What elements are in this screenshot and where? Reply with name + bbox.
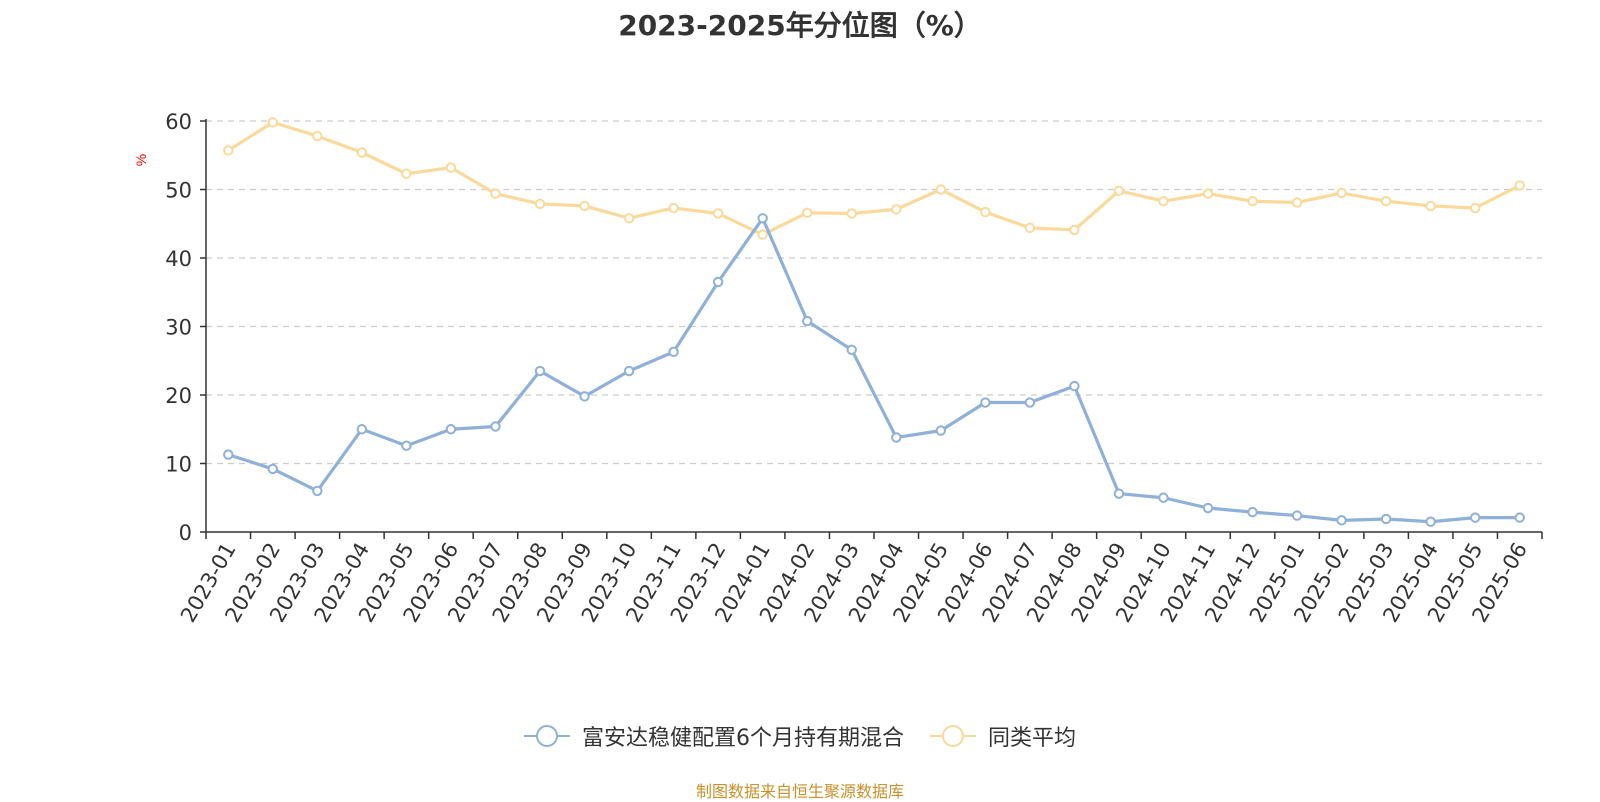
- y-tick-label: 60: [165, 110, 192, 134]
- legend-marker-icon: [523, 725, 570, 747]
- data-point: [1425, 516, 1436, 527]
- data-point: [802, 207, 813, 218]
- y-tick-label: 20: [165, 384, 192, 408]
- data-point: [1113, 488, 1125, 499]
- axes: 01020304050602023-012023-022023-032023-0…: [165, 110, 1543, 626]
- data-point: [267, 117, 278, 128]
- data-point: [1069, 224, 1080, 236]
- data-point: [712, 276, 724, 288]
- legend-item[interactable]: 同类平均: [929, 720, 1076, 752]
- data-point: [445, 424, 457, 435]
- data-point: [1291, 197, 1303, 208]
- data-point: [1470, 512, 1481, 523]
- data-point: [1380, 513, 1392, 525]
- y-tick-label: 30: [165, 316, 192, 340]
- legend-marker-icon: [929, 725, 976, 747]
- data-point: [757, 213, 768, 224]
- data-point: [312, 485, 323, 497]
- data-point: [623, 213, 635, 224]
- data-point: [490, 188, 501, 199]
- data-point: [1069, 380, 1080, 392]
- data-point: [223, 449, 234, 460]
- legend-item[interactable]: 富安达稳健配置6个月持有期混合: [523, 720, 904, 752]
- data-point: [1247, 195, 1258, 207]
- legend-label: 同类平均: [987, 726, 1076, 751]
- data-point: [1158, 492, 1169, 503]
- data-point: [1202, 502, 1214, 514]
- data-point: [846, 208, 857, 219]
- chart-title: 2023-2025年分位图（%）: [618, 9, 982, 42]
- data-point: [356, 147, 368, 158]
- data-point: [891, 432, 902, 443]
- legend: 富安达稳健配置6个月持有期混合 同类平均: [0, 720, 1600, 752]
- data-point: [623, 365, 635, 377]
- data-point: [1202, 188, 1214, 199]
- data-point: [891, 204, 902, 215]
- data-point: [401, 168, 412, 179]
- series-line: [227, 216, 1520, 524]
- data-point: [579, 200, 590, 212]
- y-tick-label: 0: [179, 521, 192, 545]
- data-point: [1514, 180, 1525, 191]
- data-point: [802, 315, 813, 327]
- series-lines: [223, 117, 1525, 527]
- y-tick-label: 10: [165, 453, 192, 477]
- data-point: [312, 130, 323, 142]
- data-point: [1336, 515, 1347, 526]
- y-tick-label: 40: [165, 247, 192, 271]
- y-axis-label: %: [133, 154, 149, 166]
- source-note: 制图数据来自恒生聚源数据库: [695, 782, 904, 801]
- data-point: [1470, 202, 1481, 214]
- data-point: [534, 198, 546, 210]
- data-point: [1158, 195, 1169, 207]
- data-point: [1024, 222, 1036, 234]
- data-point: [356, 424, 368, 435]
- data-point: [267, 463, 278, 475]
- data-point: [935, 184, 946, 195]
- data-point: [980, 206, 991, 218]
- data-point: [980, 397, 991, 408]
- data-point: [401, 440, 412, 451]
- data-point: [668, 346, 679, 358]
- data-point: [1336, 187, 1347, 199]
- series-line: [227, 120, 1521, 237]
- data-point: [445, 162, 457, 173]
- data-point: [534, 365, 546, 377]
- data-point: [490, 421, 501, 432]
- data-point: [668, 202, 679, 214]
- legend-label: 富安达稳健配置6个月持有期混合: [581, 726, 904, 751]
- data-point: [846, 344, 857, 355]
- series-2: [223, 117, 1525, 240]
- data-point: [1380, 195, 1392, 207]
- data-point: [757, 229, 768, 240]
- data-point: [1024, 397, 1036, 408]
- data-point: [1113, 185, 1125, 197]
- data-point: [1514, 512, 1525, 523]
- data-point: [1247, 506, 1258, 518]
- data-point: [223, 145, 234, 156]
- data-point: [935, 425, 946, 436]
- data-point: [712, 208, 724, 219]
- series-1: [223, 213, 1525, 527]
- data-point: [1425, 200, 1436, 212]
- data-point: [1291, 510, 1303, 521]
- grid-lines: [206, 120, 1542, 465]
- y-tick-label: 50: [165, 179, 192, 203]
- data-point: [579, 391, 590, 402]
